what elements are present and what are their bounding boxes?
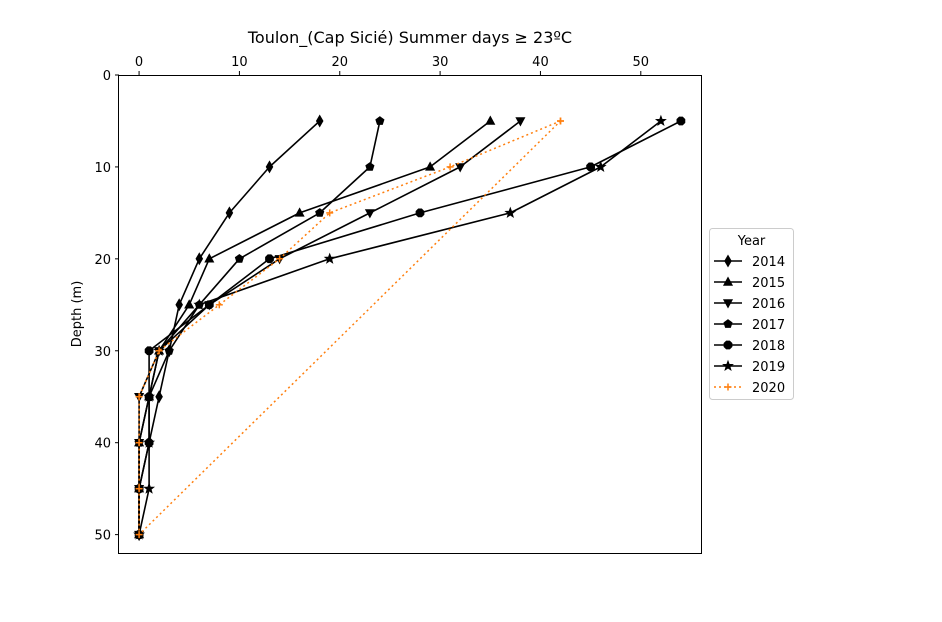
data-point: [184, 299, 195, 309]
data-point: [265, 160, 274, 174]
legend-label: 2018: [752, 339, 785, 354]
y-axis-label: Depth (m): [70, 281, 85, 348]
data-point: [722, 276, 734, 286]
series-line: [138, 120, 682, 535]
x-tick-label: 50: [633, 55, 650, 70]
data-point: [654, 114, 667, 127]
data-point: [143, 482, 156, 494]
data-point: [135, 393, 143, 401]
legend-label: 2019: [752, 360, 785, 375]
data-point: [586, 162, 595, 172]
x-tick-label: 40: [532, 55, 549, 70]
data-point: [234, 253, 244, 263]
legend-entry: 2019: [714, 359, 785, 375]
data-point: [415, 208, 425, 218]
data-point: [155, 390, 163, 404]
series-2016: [134, 117, 526, 541]
data-point: [144, 346, 154, 356]
data-point: [504, 206, 517, 218]
y-tick-label: 0: [103, 69, 111, 84]
legend-label: 2015: [752, 276, 785, 291]
y-tick-label: 40: [94, 437, 111, 452]
legend-entry: 2018: [714, 339, 785, 354]
series-line: [138, 120, 521, 535]
data-point: [723, 340, 733, 350]
legend-title: Year: [737, 234, 766, 249]
data-point: [315, 208, 325, 217]
series-2019: [133, 114, 667, 540]
data-point: [135, 531, 143, 539]
data-point: [315, 114, 324, 128]
data-point: [175, 298, 183, 312]
y-tick-label: 30: [94, 345, 111, 360]
legend-frame: [709, 228, 794, 400]
data-point: [276, 255, 284, 263]
y-tick-label: 50: [94, 529, 111, 544]
series-2018: [134, 116, 686, 539]
data-point: [515, 117, 526, 127]
legend-entries: 2014 2015 2016 2017 2018 2019 2020: [714, 254, 785, 396]
data-point: [594, 160, 607, 172]
x-tick-label: 20: [331, 55, 348, 70]
series-line: [138, 120, 491, 535]
legend-entry: 2017: [714, 318, 785, 333]
legend-entry: 2020: [714, 381, 785, 396]
y-tick-label: 10: [94, 161, 111, 176]
legend-entry: 2015: [714, 276, 785, 291]
data-point: [265, 254, 274, 264]
data-point: [365, 162, 375, 171]
chart-title: Toulon_(Cap Sicié) Summer days ≥ 23ºC: [247, 28, 572, 48]
data-point: [722, 359, 734, 372]
data-point: [723, 319, 733, 328]
data-point: [326, 209, 334, 217]
y-axis-ticks: 0 10 20 30 40 50: [94, 69, 119, 544]
data-point: [557, 117, 564, 125]
data-point: [215, 301, 223, 309]
data-point: [724, 383, 732, 391]
data-point: [155, 347, 163, 355]
legend: Year 2014 2015 2016 2017 2018 2019 2020: [709, 228, 794, 400]
data-point: [722, 299, 734, 309]
data-point: [294, 207, 305, 217]
y-tick-label: 20: [94, 253, 111, 268]
series-line: [138, 120, 662, 535]
data-point: [425, 161, 436, 171]
data-point: [135, 439, 143, 447]
x-axis-ticks: 0 10 20 30 40 50: [135, 55, 649, 75]
data-point: [193, 298, 206, 310]
data-point: [446, 163, 454, 171]
data-point: [204, 253, 215, 263]
data-point: [724, 254, 732, 268]
data-point: [135, 485, 143, 493]
series-layer: [133, 114, 686, 542]
legend-label: 2016: [752, 297, 785, 312]
legend-entry: 2014: [714, 254, 785, 270]
data-point: [364, 209, 375, 219]
series-2017: [134, 116, 385, 539]
series-line: [138, 120, 381, 535]
data-point: [225, 206, 234, 220]
data-point: [164, 345, 174, 355]
plot-area-frame: [118, 75, 702, 554]
x-tick-label: 10: [231, 55, 248, 70]
series-line: [138, 120, 321, 535]
series-line: [138, 120, 562, 536]
data-point: [195, 252, 204, 266]
series-2014: [135, 114, 324, 542]
x-tick-label: 0: [135, 55, 143, 70]
series-2020: [135, 117, 564, 539]
x-tick-label: 30: [432, 55, 449, 70]
data-point: [143, 390, 156, 402]
data-point: [676, 116, 686, 126]
data-point: [375, 116, 385, 125]
legend-entry: 2016: [714, 297, 785, 312]
data-point: [323, 252, 336, 264]
legend-label: 2014: [752, 255, 785, 270]
legend-label: 2020: [752, 381, 785, 396]
data-point: [485, 115, 496, 125]
data-point: [455, 163, 466, 173]
legend-label: 2017: [752, 318, 785, 333]
data-point: [143, 436, 156, 448]
